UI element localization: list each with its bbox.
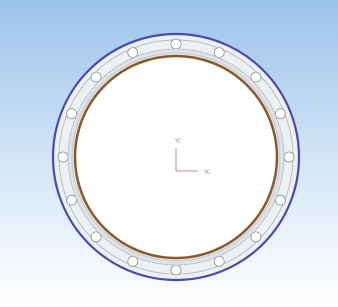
bolt-hole xyxy=(128,256,138,266)
page: YC XC (() => { const data = JSON.parse(d… xyxy=(0,0,338,307)
bolt-hole xyxy=(284,152,294,162)
bolt-hole xyxy=(67,109,77,119)
axis-x-label: XC xyxy=(204,170,211,176)
bolt-hole xyxy=(171,39,181,49)
bolt-hole xyxy=(171,265,181,275)
bolt-hole xyxy=(251,232,261,242)
bolt-hole xyxy=(275,109,285,119)
cad-viewport: YC XC xyxy=(0,0,338,307)
bolt-hole xyxy=(91,232,101,242)
axis-y-label: YC xyxy=(174,139,182,145)
bolt-hole xyxy=(58,152,68,162)
